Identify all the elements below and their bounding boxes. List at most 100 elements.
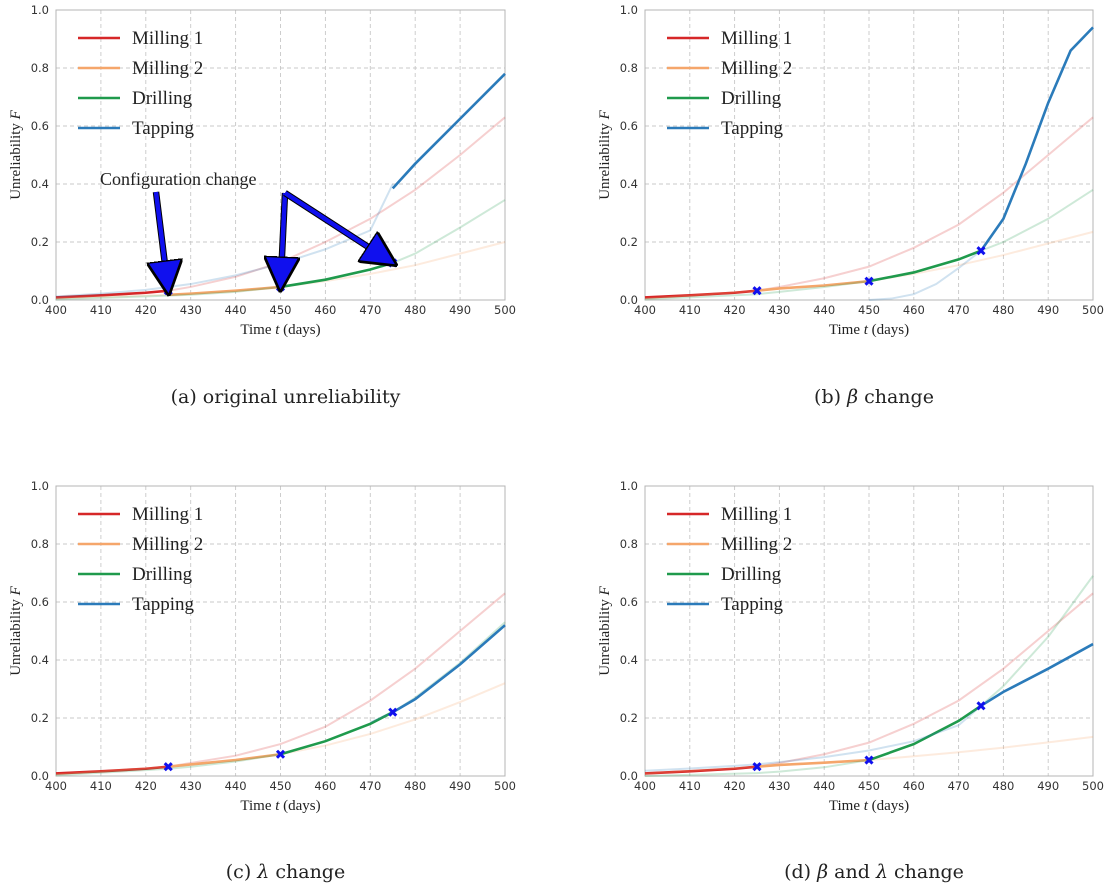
x-tick-label: 470 (359, 303, 381, 317)
legend: Milling 1 Milling 2 Drilling Tapping (78, 504, 203, 615)
annotation-arrow (156, 191, 167, 283)
legend-label: Milling 2 (721, 534, 792, 555)
y-tick-label: 0.6 (620, 595, 638, 609)
x-tick-label: 450 (270, 779, 292, 793)
x-tick-label: 450 (858, 779, 880, 793)
y-axis-label: Unreliability F (8, 109, 24, 199)
legend-label: Drilling (132, 564, 193, 585)
x-tick-label: 410 (90, 779, 112, 793)
y-axis-label: Unreliability F (8, 585, 24, 675)
series-line-milling-2 (168, 752, 281, 769)
x-tick-label: 420 (724, 779, 746, 793)
x-tick-label: 470 (359, 779, 381, 793)
x-tick-label: 490 (1037, 303, 1059, 317)
series-line-tapping (980, 642, 1094, 707)
y-tick-label: 0.4 (31, 177, 49, 191)
x-tick-label: 400 (634, 779, 656, 793)
x-tick-label: 470 (948, 303, 970, 317)
x-tick-label: 420 (724, 303, 746, 317)
y-tick-label: 1.0 (620, 3, 638, 17)
x-tick-label: 440 (813, 303, 835, 317)
x-tick-label: 480 (992, 779, 1014, 793)
x-tick-label: 500 (494, 303, 516, 317)
y-tick-label: 1.0 (620, 479, 638, 493)
x-tick-label: 400 (45, 779, 67, 793)
x-tick-label: 440 (813, 779, 835, 793)
x-tick-label: 500 (1082, 779, 1104, 793)
y-tick-label: 0.8 (620, 61, 638, 75)
panel-caption: (d) β and λ change (784, 861, 964, 883)
series-line-milling-2 (756, 758, 870, 769)
y-tick-label: 0.0 (620, 769, 638, 783)
x-tick-label: 480 (404, 779, 426, 793)
tick-labels: 400 410 420 430 440 450 460 470 480 490 500 0.0 0.2 0… (620, 3, 1104, 317)
change-marker (864, 276, 874, 286)
panel-caption: (b) β change (814, 386, 934, 408)
x-tick-label: 460 (314, 779, 336, 793)
series-line-tapping (979, 26, 1094, 252)
x-tick-label: 490 (449, 779, 471, 793)
y-tick-label: 0.0 (31, 769, 49, 783)
chart-panel-4: 400 410 420 430 440 450 460 470 480 490 500 0.0 0.2 0… (597, 479, 1104, 883)
change-markers (752, 246, 986, 296)
tick-labels: 400 410 420 430 440 450 460 470 480 490 500 0.0 0.2 0… (620, 479, 1104, 793)
y-tick-label: 0.4 (620, 177, 638, 191)
legend-label: Milling 2 (721, 58, 792, 79)
y-tick-label: 0.8 (31, 61, 49, 75)
legend-label: Tapping (132, 118, 194, 139)
tick-labels: 400 410 420 430 440 450 460 470 480 490 500 0.0 0.2 0… (31, 3, 516, 317)
x-tick-label: 480 (404, 303, 426, 317)
x-tick-label: 500 (494, 779, 516, 793)
legend-label: Milling 1 (132, 28, 203, 49)
x-axis-label: Time t (days) (829, 798, 909, 814)
legend-label: Drilling (721, 88, 782, 109)
x-tick-label: 400 (634, 303, 656, 317)
series-line-milling-1 (644, 765, 758, 775)
x-tick-label: 460 (903, 303, 925, 317)
chart-panel-1: 400 410 420 430 440 450 460 470 480 490 500 0.0 0.2 0… (8, 3, 516, 408)
x-tick-label: 430 (768, 779, 790, 793)
tick-labels: 400 410 420 430 440 450 460 470 480 490 500 0.0 0.2 0… (31, 479, 516, 793)
x-tick-label: 430 (180, 303, 202, 317)
x-tick-label: 410 (679, 303, 701, 317)
series-group (55, 592, 506, 777)
x-tick-label: 400 (45, 303, 67, 317)
x-axis-label: Time t (days) (240, 322, 320, 338)
change-marker (388, 707, 398, 717)
y-tick-label: 0.2 (31, 711, 49, 725)
y-tick-label: 0.2 (620, 711, 638, 725)
y-tick-label: 0.8 (620, 537, 638, 551)
chart-panel-3: 400 410 420 430 440 450 460 470 480 490 500 0.0 0.2 0… (8, 479, 516, 883)
series-line-milling-1 (55, 765, 169, 775)
x-tick-label: 490 (1037, 779, 1059, 793)
series-group (644, 26, 1094, 301)
y-tick-label: 0.0 (620, 293, 638, 307)
y-tick-label: 0.0 (31, 293, 49, 307)
annotation-text: Configuration change (100, 169, 256, 189)
axes-frame (55, 9, 506, 301)
y-tick-label: 0.4 (31, 653, 49, 667)
legend-label: Tapping (721, 118, 783, 139)
chart-panel-2: 400 410 420 430 440 450 460 470 480 490 500 0.0 0.2 0… (597, 3, 1104, 408)
legend-label: Milling 2 (132, 534, 203, 555)
y-tick-label: 0.2 (31, 235, 49, 249)
x-tick-label: 410 (679, 779, 701, 793)
legend-label: Milling 1 (132, 504, 203, 525)
x-tick-label: 450 (270, 303, 292, 317)
panel-caption: (a) original unreliability (171, 386, 401, 408)
change-marker (752, 286, 762, 296)
y-axis-label: Unreliability F (597, 109, 613, 199)
legend: Milling 1 Milling 2 Drilling Tapping (78, 28, 203, 139)
y-tick-label: 0.6 (31, 119, 49, 133)
legend-label: Tapping (132, 594, 194, 615)
x-tick-label: 460 (314, 303, 336, 317)
annotation: Configuration change (100, 169, 386, 283)
legend-label: Milling 1 (721, 28, 792, 49)
x-tick-label: 430 (180, 779, 202, 793)
y-tick-label: 0.4 (620, 653, 638, 667)
y-axis-label: Unreliability F (597, 585, 613, 675)
x-axis-label: Time t (days) (240, 798, 320, 814)
y-tick-label: 0.2 (620, 235, 638, 249)
change-markers (752, 701, 986, 772)
